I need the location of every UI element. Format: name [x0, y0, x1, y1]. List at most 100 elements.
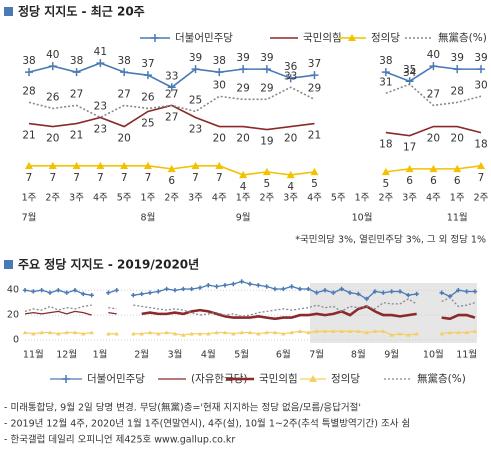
data-label: 7	[97, 172, 104, 184]
point-marker	[147, 290, 153, 295]
x-tick-label: 2주	[378, 193, 393, 204]
point-marker	[347, 329, 353, 334]
point-marker	[256, 331, 261, 336]
point-marker	[281, 331, 286, 336]
point-marker	[222, 330, 228, 335]
point-marker	[181, 332, 186, 337]
point-marker	[429, 62, 438, 71]
point-marker	[191, 161, 200, 170]
data-label: 27	[70, 88, 83, 100]
data-label: 19	[260, 136, 273, 148]
data-label: 28	[451, 85, 464, 97]
data-label: 33	[284, 70, 297, 82]
x-tick-label: 2주	[259, 193, 274, 204]
point-marker	[96, 161, 105, 170]
x-tick-label: 8월	[351, 349, 366, 361]
point-marker	[472, 289, 478, 294]
x-tick-label: 1주	[236, 193, 251, 204]
point-marker	[72, 68, 81, 77]
data-label: 5	[382, 178, 389, 190]
data-label: 27	[165, 88, 178, 100]
data-label: 27	[165, 111, 178, 123]
point-marker	[414, 331, 419, 336]
data-label: 18	[474, 139, 487, 151]
legend-marker	[151, 34, 159, 42]
point-marker	[156, 331, 161, 336]
point-marker	[181, 286, 186, 292]
legend-marker	[309, 375, 317, 382]
point-marker	[356, 329, 361, 334]
point-marker	[286, 74, 295, 83]
legend-marker	[348, 34, 356, 41]
legend-label: 더불어민주당	[87, 373, 145, 385]
point-marker	[347, 290, 353, 295]
x-tick-label: 4주	[212, 193, 227, 204]
point-marker	[191, 65, 200, 74]
point-marker	[96, 59, 105, 68]
point-marker	[364, 330, 369, 335]
x-tick-label: 4주	[426, 193, 441, 204]
data-label: 7	[121, 172, 128, 184]
data-label: 25	[141, 117, 154, 129]
x-tick-label: 9월	[384, 349, 399, 361]
month-label: 9월	[236, 212, 251, 224]
data-label: 39	[451, 52, 464, 64]
point-marker	[167, 83, 176, 92]
point-marker	[372, 289, 378, 294]
legend-label: 국민의힘	[303, 32, 342, 44]
data-label: 7	[73, 172, 80, 184]
point-marker	[120, 161, 129, 170]
month-label: 7월	[22, 212, 37, 224]
point-marker	[106, 290, 111, 295]
y-tick-label: 20	[7, 310, 19, 321]
point-marker	[25, 68, 33, 77]
x-tick-label: 5주	[331, 193, 346, 204]
x-tick-label: 5월	[234, 349, 249, 361]
data-label: 33	[165, 70, 178, 82]
point-marker	[89, 293, 94, 298]
point-marker	[464, 289, 469, 294]
legend-label: 정의당	[371, 32, 400, 44]
point-marker	[406, 332, 411, 337]
point-marker	[197, 331, 203, 336]
point-marker	[31, 289, 36, 294]
x-tick-label: 11월	[456, 349, 477, 361]
month-label: 10월	[352, 212, 373, 224]
data-label: 29	[236, 82, 249, 94]
point-marker	[289, 330, 294, 335]
series-line	[28, 86, 315, 119]
point-marker	[189, 286, 194, 292]
data-label: 41	[94, 46, 107, 58]
point-marker	[172, 331, 178, 336]
point-marker	[464, 330, 469, 335]
point-marker	[247, 281, 253, 287]
data-label: 7	[26, 172, 33, 184]
point-marker	[429, 164, 438, 173]
point-marker	[81, 331, 86, 336]
x-tick-label: 4주	[93, 193, 108, 204]
x-tick-label: 2월	[134, 349, 149, 361]
point-marker	[339, 286, 344, 292]
point-marker	[214, 330, 219, 335]
data-label: 39	[474, 52, 487, 64]
point-marker	[25, 161, 33, 170]
series-line	[385, 125, 482, 137]
series-line	[24, 310, 92, 316]
point-marker	[405, 164, 414, 173]
point-marker	[239, 330, 244, 335]
point-marker	[47, 290, 53, 295]
point-marker	[456, 288, 461, 293]
data-label: 17	[403, 142, 416, 154]
point-marker	[477, 161, 485, 170]
point-marker	[131, 293, 136, 298]
point-marker	[164, 286, 169, 292]
data-label: 21	[22, 130, 35, 142]
data-label: 20	[117, 133, 130, 145]
point-marker	[289, 284, 294, 289]
data-label: 6	[406, 175, 413, 187]
point-marker	[231, 281, 236, 287]
series-line	[133, 298, 418, 318]
point-marker	[231, 331, 236, 336]
point-marker	[31, 331, 36, 336]
data-label: 35	[403, 64, 416, 76]
